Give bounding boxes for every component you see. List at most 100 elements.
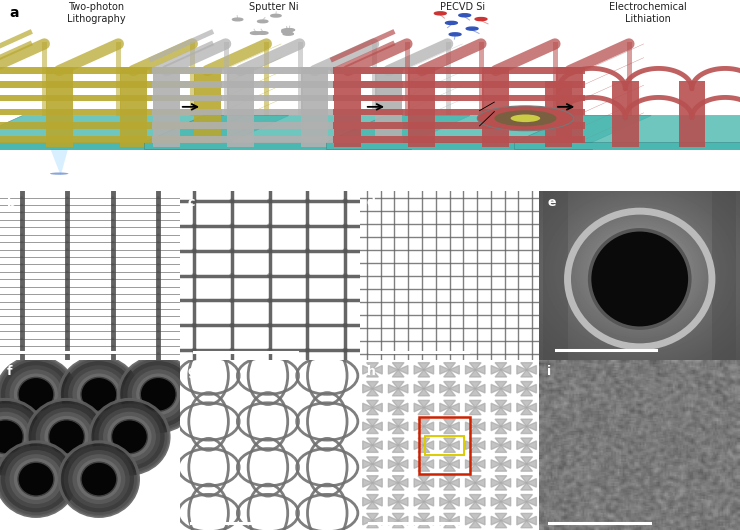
Ellipse shape	[50, 172, 69, 175]
Polygon shape	[50, 149, 68, 175]
Polygon shape	[465, 498, 475, 506]
Polygon shape	[366, 438, 378, 445]
Text: h: h	[367, 366, 376, 378]
Polygon shape	[366, 426, 378, 434]
Polygon shape	[501, 479, 511, 487]
Circle shape	[305, 348, 310, 353]
Polygon shape	[517, 479, 527, 487]
Circle shape	[81, 462, 117, 496]
Circle shape	[305, 223, 310, 228]
Polygon shape	[398, 479, 408, 487]
Polygon shape	[424, 460, 434, 469]
Circle shape	[64, 361, 134, 428]
Bar	[333, 122, 585, 129]
Polygon shape	[414, 441, 424, 449]
Polygon shape	[444, 445, 455, 453]
Circle shape	[111, 352, 114, 355]
Circle shape	[305, 248, 310, 253]
Circle shape	[49, 420, 84, 454]
Polygon shape	[517, 422, 527, 431]
Polygon shape	[491, 384, 501, 393]
Polygon shape	[521, 438, 533, 445]
Circle shape	[68, 450, 130, 508]
Circle shape	[66, 345, 69, 348]
Polygon shape	[475, 479, 485, 487]
Bar	[612, 82, 639, 147]
Polygon shape	[372, 516, 383, 525]
Circle shape	[229, 348, 235, 353]
Polygon shape	[398, 422, 408, 431]
Polygon shape	[495, 464, 507, 471]
Polygon shape	[527, 422, 536, 431]
Circle shape	[250, 32, 260, 34]
Polygon shape	[366, 400, 378, 408]
Polygon shape	[366, 408, 378, 414]
Bar	[556, 67, 583, 147]
Circle shape	[20, 293, 23, 296]
Polygon shape	[366, 370, 378, 377]
Polygon shape	[501, 384, 511, 393]
Bar	[46, 67, 73, 147]
Circle shape	[23, 466, 50, 492]
Circle shape	[18, 462, 54, 496]
Polygon shape	[469, 438, 481, 445]
Circle shape	[77, 374, 121, 415]
Polygon shape	[418, 502, 430, 509]
Circle shape	[116, 424, 143, 449]
Polygon shape	[527, 384, 536, 393]
Circle shape	[111, 248, 114, 251]
Polygon shape	[444, 400, 455, 408]
Circle shape	[305, 298, 310, 303]
Polygon shape	[418, 464, 430, 471]
Polygon shape	[444, 520, 455, 528]
Circle shape	[157, 323, 160, 325]
Polygon shape	[392, 483, 404, 490]
Circle shape	[111, 338, 114, 340]
Circle shape	[10, 454, 62, 504]
Circle shape	[111, 255, 114, 259]
Polygon shape	[418, 426, 430, 434]
Circle shape	[81, 462, 117, 496]
Circle shape	[157, 218, 160, 221]
Circle shape	[111, 226, 114, 228]
Polygon shape	[469, 445, 481, 453]
Bar	[0, 109, 222, 115]
Circle shape	[86, 382, 112, 407]
Polygon shape	[475, 516, 485, 525]
Polygon shape	[465, 403, 475, 412]
Circle shape	[229, 273, 235, 278]
Circle shape	[111, 278, 114, 281]
Polygon shape	[521, 502, 533, 509]
Polygon shape	[363, 441, 372, 449]
Polygon shape	[440, 366, 450, 374]
Polygon shape	[424, 366, 434, 374]
Circle shape	[141, 377, 176, 411]
Polygon shape	[495, 494, 507, 502]
Polygon shape	[418, 445, 430, 453]
Circle shape	[343, 323, 348, 328]
Polygon shape	[501, 441, 511, 449]
Polygon shape	[495, 502, 507, 509]
Bar	[333, 95, 585, 101]
Polygon shape	[521, 514, 533, 520]
Circle shape	[77, 458, 121, 500]
Polygon shape	[444, 426, 455, 434]
Polygon shape	[372, 498, 383, 506]
Circle shape	[20, 255, 23, 259]
Polygon shape	[392, 363, 404, 370]
Circle shape	[5, 365, 67, 423]
Bar	[0, 143, 229, 149]
Polygon shape	[418, 382, 430, 388]
Circle shape	[157, 330, 160, 333]
Circle shape	[66, 315, 69, 318]
Circle shape	[66, 204, 69, 206]
Circle shape	[112, 420, 147, 454]
Polygon shape	[444, 388, 455, 396]
Polygon shape	[491, 403, 501, 412]
Polygon shape	[366, 464, 378, 471]
Bar	[144, 143, 411, 149]
Ellipse shape	[590, 230, 690, 328]
Polygon shape	[469, 464, 481, 471]
Polygon shape	[495, 520, 507, 528]
Circle shape	[36, 408, 98, 466]
